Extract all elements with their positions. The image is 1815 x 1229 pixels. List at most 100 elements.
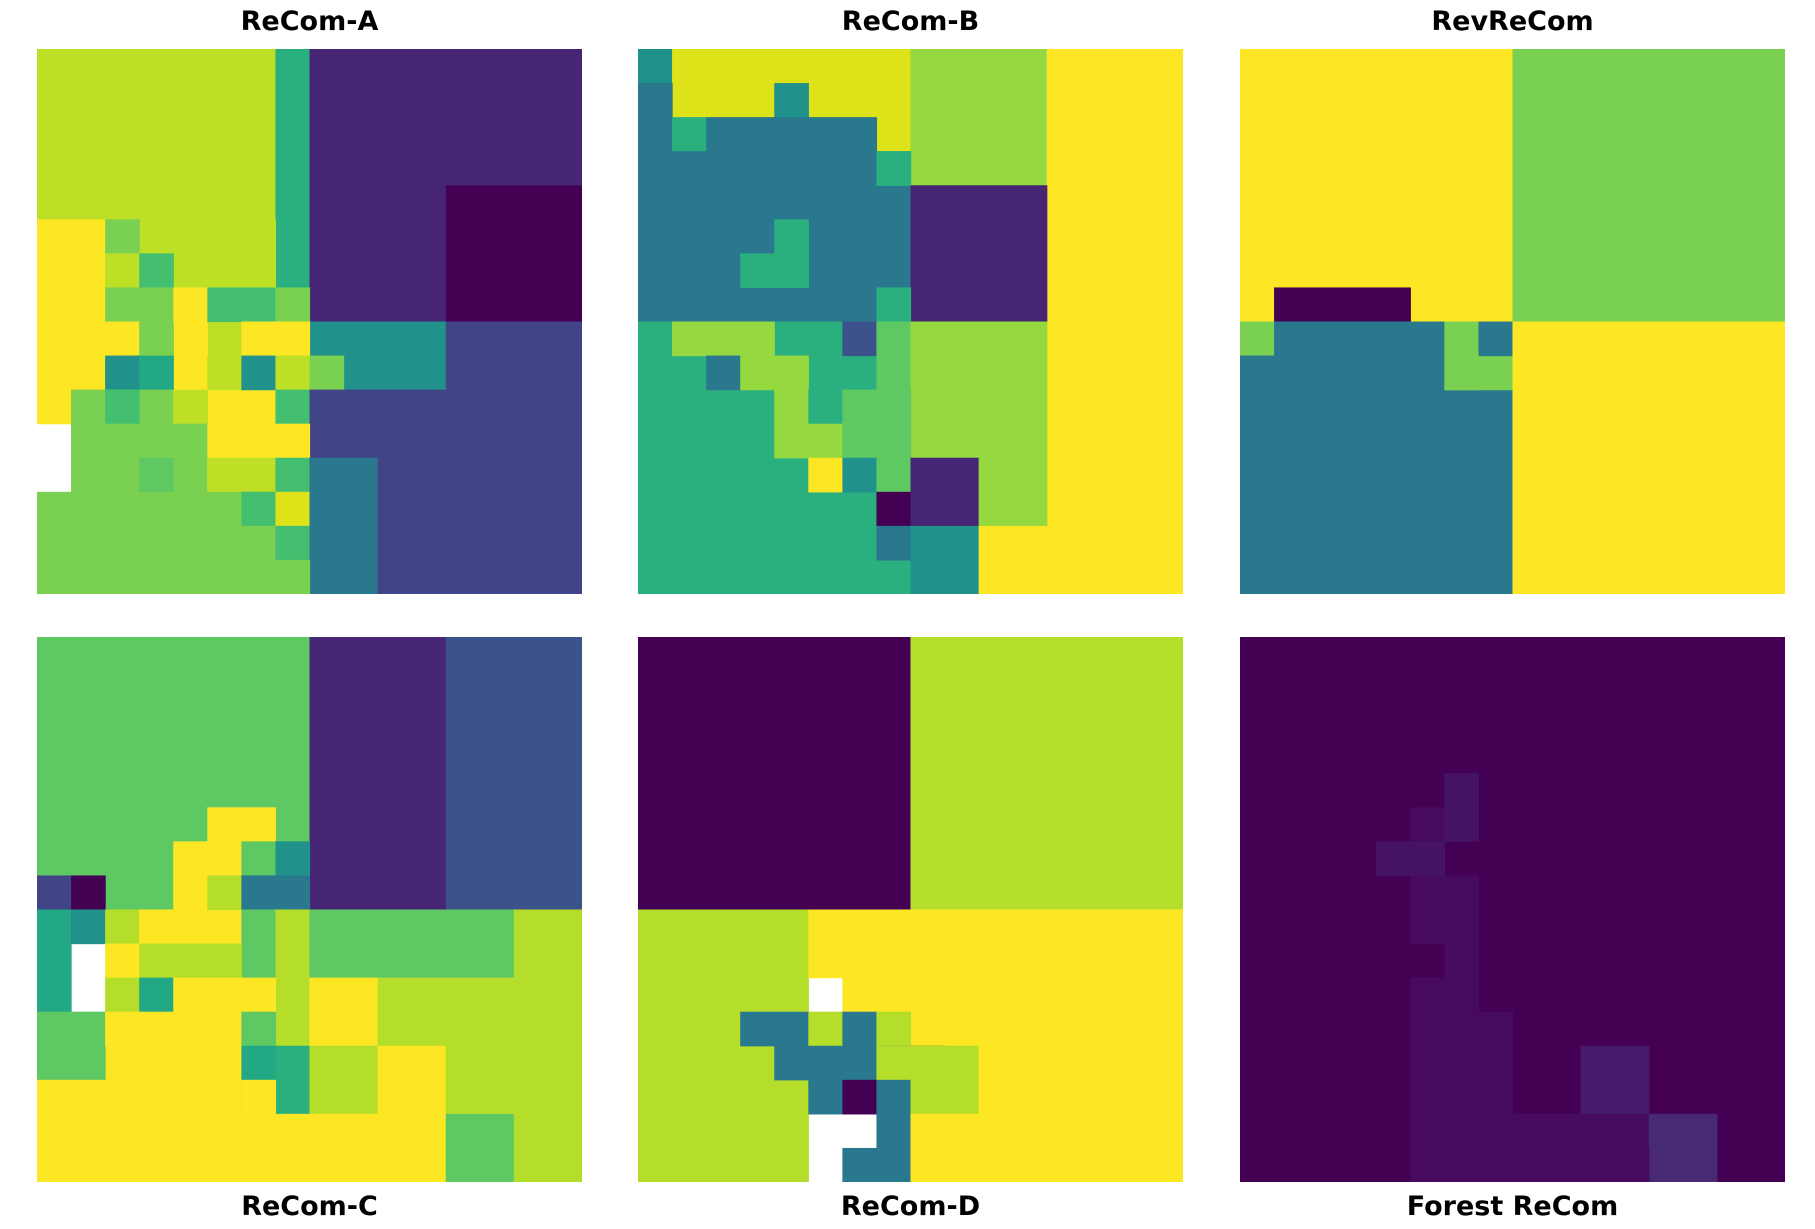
heatmap-cell xyxy=(1410,807,1445,842)
heatmap-cell xyxy=(241,1079,277,1115)
heatmap-cell xyxy=(978,457,1048,527)
heatmap-cell xyxy=(876,287,912,323)
heatmap-svg-recom-d xyxy=(638,637,1183,1182)
heatmap-cell xyxy=(37,1079,106,1182)
heatmap-cell xyxy=(910,1045,980,1115)
heatmap-panel-revrecom xyxy=(1240,49,1785,594)
heatmap-cell xyxy=(105,253,140,289)
heatmap-svg-forest-recom xyxy=(1240,637,1785,1182)
heatmap-cell xyxy=(910,457,980,527)
heatmap-cell xyxy=(1046,49,1183,594)
heatmap-cell xyxy=(37,1045,106,1081)
heatmap-cell xyxy=(37,875,72,911)
heatmap-cell xyxy=(513,909,582,979)
heatmap-cell xyxy=(173,841,208,945)
heatmap-cell xyxy=(842,1079,878,1115)
heatmap-cell xyxy=(808,1011,843,1047)
heatmap-cell xyxy=(842,457,878,493)
heatmap-cell xyxy=(1410,1011,1514,1047)
heatmap-cell xyxy=(740,253,809,289)
heatmap-svg-recom-b xyxy=(638,49,1183,594)
heatmap-cell xyxy=(105,321,140,357)
heatmap-cell xyxy=(105,355,140,391)
heatmap-cell xyxy=(139,355,174,391)
heatmap-cell xyxy=(275,909,311,1047)
heatmap-cell xyxy=(910,321,1048,459)
heatmap-cell xyxy=(241,875,311,911)
heatmap-cell xyxy=(377,977,582,1047)
heatmap-cell xyxy=(774,355,809,391)
heatmap-cell xyxy=(1274,287,1411,323)
heatmap-panel-recom-a xyxy=(37,49,582,594)
heatmap-cell xyxy=(1410,1147,1650,1182)
heatmap-cell xyxy=(173,389,208,425)
heatmap-cell xyxy=(309,355,345,391)
heatmap-cell xyxy=(309,977,379,1047)
heatmap-cell xyxy=(139,943,208,979)
heatmap-cell xyxy=(241,841,277,877)
heatmap-cell xyxy=(1648,1113,1718,1182)
heatmap-cell xyxy=(1240,355,1514,594)
heatmap-cell xyxy=(445,637,582,911)
heatmap-cell xyxy=(808,1079,843,1115)
heatmap-cell xyxy=(910,185,1048,323)
heatmap-cell xyxy=(1240,321,1275,357)
heatmap-cell xyxy=(275,355,311,391)
panel-title-revrecom: RevReCom xyxy=(1431,6,1594,37)
heatmap-cell xyxy=(774,1045,843,1081)
heatmap-cell xyxy=(1478,321,1514,357)
heatmap-cell xyxy=(774,219,809,254)
heatmap-cell xyxy=(275,841,311,877)
heatmap-cell xyxy=(241,909,277,979)
heatmap-panel-recom-c xyxy=(37,637,582,1182)
heatmap-cell xyxy=(808,943,912,979)
heatmap-cell xyxy=(309,185,447,323)
heatmap-cell xyxy=(876,151,912,186)
heatmap-cell xyxy=(1512,49,1785,323)
heatmap-cell xyxy=(1444,943,1480,979)
heatmap-cell xyxy=(377,457,582,594)
heatmap-panel-recom-b xyxy=(638,49,1183,594)
heatmap-cell xyxy=(241,355,277,391)
heatmap-cell xyxy=(275,1113,311,1182)
heatmap-cell xyxy=(774,83,809,118)
heatmap-cell xyxy=(445,1045,582,1115)
heatmap-cell xyxy=(445,1113,515,1182)
heatmap-cell xyxy=(876,1113,912,1182)
heatmap-cell xyxy=(740,1011,809,1047)
heatmap-cell xyxy=(1444,773,1480,808)
heatmap-cell xyxy=(1410,1045,1514,1115)
panel-title-recom-d: ReCom-D xyxy=(840,1191,981,1222)
heatmap-cell xyxy=(139,253,174,289)
heatmap-panel-forest-recom xyxy=(1240,637,1785,1182)
heatmap-cell xyxy=(876,1011,912,1047)
heatmap-cell xyxy=(910,49,1048,186)
heatmap-cell xyxy=(105,943,140,979)
heatmap-cell xyxy=(808,457,843,493)
heatmap-cell xyxy=(740,355,775,391)
heatmap-cell xyxy=(706,355,741,391)
heatmap-cell xyxy=(1410,909,1480,945)
heatmap-cell xyxy=(241,321,311,357)
panel-title-recom-a: ReCom-A xyxy=(240,6,379,37)
heatmap-cell xyxy=(876,457,912,493)
heatmap-cell xyxy=(842,389,912,425)
panel-title-recom-b: ReCom-B xyxy=(841,6,980,37)
heatmap-cell xyxy=(1410,1113,1445,1149)
heatmap-cell xyxy=(842,1011,878,1047)
heatmap-cell xyxy=(445,185,582,323)
heatmap-cell xyxy=(910,525,980,594)
heatmap-cell xyxy=(445,321,582,459)
heatmap-svg-recom-a xyxy=(37,49,582,594)
heatmap-cell xyxy=(638,49,673,84)
heatmap-cell xyxy=(309,49,582,186)
heatmap-cell xyxy=(37,909,72,1013)
panel-title-recom-c: ReCom-C xyxy=(241,1191,378,1222)
heatmap-cell xyxy=(1444,1113,1548,1149)
heatmap-cell xyxy=(207,287,277,323)
heatmap-cell xyxy=(910,637,1183,911)
heatmap-cell xyxy=(638,637,912,911)
heatmap-cell xyxy=(672,321,775,357)
heatmap-cell xyxy=(876,491,912,527)
heatmap-cell xyxy=(207,457,277,493)
